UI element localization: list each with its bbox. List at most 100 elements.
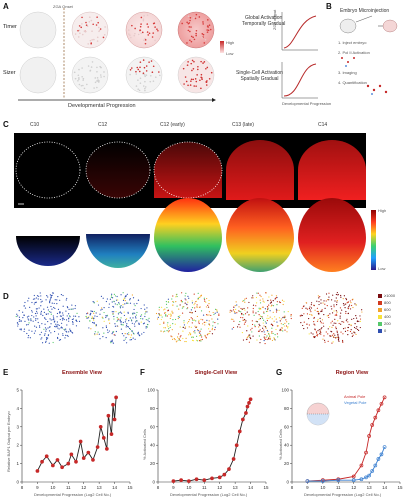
cell-point [93,310,95,313]
cell-point [207,306,210,308]
cell-point [70,330,72,332]
timer-dot [98,29,101,32]
sizer-dot-pattern [73,59,213,92]
cell-point [124,299,126,302]
data-point [247,401,251,405]
timer-dot [129,34,131,36]
cell-point [45,341,47,343]
cell-point [137,331,140,333]
cell-point [34,301,36,304]
data-point [217,475,222,480]
cell-point [214,326,216,328]
timer-dot [181,22,183,25]
cell-point [134,316,137,318]
cell-point [275,308,278,310]
cell-point [359,318,362,320]
cell-point [124,321,126,323]
cell-point [283,325,285,327]
cell-point [96,300,98,302]
cell-point [119,311,122,313]
cell-point [66,297,68,300]
panel-label-f: F [140,368,145,377]
cell-point [184,327,186,329]
cell-point [40,312,42,314]
cell-point [241,312,243,315]
cell-point [27,323,29,326]
sizer-dot [194,78,197,80]
cell-point [103,307,105,309]
cell-point [217,318,219,320]
cell-point [202,314,205,316]
cell-point [167,326,169,328]
cell-point [306,313,309,315]
cell-point [263,312,265,315]
cell-point [244,313,247,315]
cell-point [110,296,113,299]
sizer-dot [89,69,92,72]
cell-point [156,318,159,320]
stage-c14: C14 [318,122,328,128]
cell-point [335,297,337,299]
cell-point [318,301,320,303]
panel-b-title: Embryo Microinjection [340,8,390,14]
cell-point [67,307,69,309]
sizer-dot [82,79,84,81]
cell-point [144,308,146,310]
data-point [382,445,387,449]
cell-point [194,302,196,304]
cell-point [329,326,331,328]
cell-point [246,330,248,332]
cell-point [125,324,128,327]
cell-point [189,311,191,313]
cell-point [290,314,292,316]
cell-point [122,292,124,294]
data-point [359,477,364,482]
cell-point [118,318,120,320]
cell-point [199,340,201,342]
cell-point [356,328,359,331]
timer-dot [209,28,212,31]
cell-point [340,312,342,314]
timer-dot [190,40,193,43]
timer-dot [154,39,156,42]
cell-point [113,300,115,302]
cell-point [105,315,107,317]
cell-point [179,339,181,342]
cell-point [35,308,38,310]
sizer-dot [150,60,153,62]
cell-point [353,326,356,329]
cell-point [53,302,55,305]
timer-dot [81,33,84,36]
cell-point [62,305,64,307]
cell-point [254,324,256,326]
data-point [321,479,325,483]
cell-point [47,334,50,336]
cell-point [173,338,175,340]
cell-point [324,303,326,305]
colorbar-high: High [378,208,387,213]
sizer-dot [73,71,76,74]
cell-point [171,338,174,341]
cell-point [249,336,251,339]
cell-point [50,296,52,298]
cell-point [340,323,342,325]
cell-point [216,311,218,313]
cell-point [249,335,251,337]
timer-dot [91,30,93,32]
timer-dot [91,38,93,41]
cell-point [238,306,240,308]
cell-point [109,298,111,300]
timer-dot [102,36,105,39]
sizer-dot [91,61,94,63]
cell-point [320,333,322,335]
cell-point [24,301,26,304]
timer-dot [96,36,99,39]
cell-point [191,302,194,304]
cell-point [45,318,47,321]
cell-point [111,339,113,341]
timer-dot [144,42,147,45]
cell-point [356,326,358,328]
timer-dot [95,24,98,26]
cell-point [259,342,261,344]
sizer-dot [199,79,201,82]
